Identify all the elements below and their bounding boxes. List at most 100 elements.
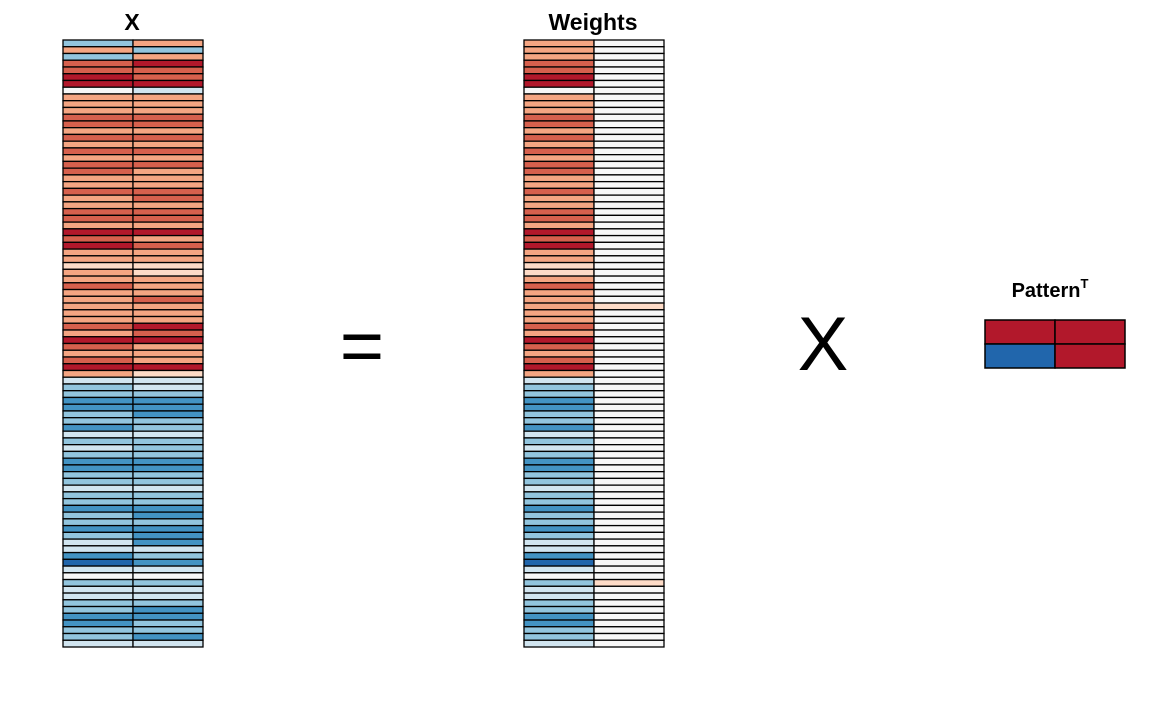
weights-matrix-cell	[523, 578, 595, 587]
x-matrix-cell	[132, 140, 204, 149]
x-matrix-cell	[132, 349, 204, 358]
weights-matrix-cell	[523, 417, 595, 426]
weights-matrix-cell	[593, 639, 665, 648]
weights-matrix-cell	[593, 234, 665, 243]
weights-matrix-cell	[523, 437, 595, 446]
x-matrix-cell	[62, 241, 134, 250]
weights-matrix-cell	[523, 140, 595, 149]
x-matrix-cell	[62, 551, 134, 560]
weights-matrix-cell	[523, 639, 595, 648]
weights-matrix-cell	[593, 295, 665, 304]
x-matrix-cell	[132, 369, 204, 378]
weights-matrix-cell	[593, 113, 665, 122]
x-matrix-heatmap	[62, 39, 204, 648]
x-matrix-cell	[132, 578, 204, 587]
x-matrix-cell	[132, 79, 204, 88]
weights-matrix-cell	[593, 484, 665, 493]
weights-matrix-cell	[593, 612, 665, 621]
x-matrix-cell	[62, 511, 134, 520]
weights-matrix-cell	[523, 86, 595, 95]
x-matrix-cell	[132, 221, 204, 230]
weights-matrix-cell	[593, 565, 665, 574]
x-matrix-cell	[62, 383, 134, 392]
weights-matrix-cell	[593, 288, 665, 297]
x-matrix-cell	[62, 572, 134, 581]
weights-matrix-cell	[593, 592, 665, 601]
weights-matrix-cell	[523, 120, 595, 129]
x-matrix-cell	[132, 295, 204, 304]
x-matrix-cell	[62, 484, 134, 493]
weights-matrix-cell	[593, 450, 665, 459]
weights-matrix-title: Weights	[548, 9, 637, 35]
weights-matrix-cell	[523, 572, 595, 581]
times-operator: X	[798, 302, 849, 387]
x-matrix-cell	[132, 100, 204, 109]
x-matrix-cell	[62, 356, 134, 365]
x-matrix-cell	[132, 59, 204, 68]
weights-matrix-cell	[523, 309, 595, 318]
weights-matrix-cell	[523, 396, 595, 405]
x-matrix-cell	[132, 477, 204, 486]
x-matrix-cell	[62, 585, 134, 594]
weights-matrix-cell	[593, 511, 665, 520]
x-matrix-cell	[132, 268, 204, 277]
weights-matrix-cell	[593, 322, 665, 331]
x-matrix-cell	[62, 403, 134, 412]
weights-matrix-cell	[593, 437, 665, 446]
x-matrix-cell	[62, 430, 134, 439]
weights-matrix-cell	[523, 592, 595, 601]
x-matrix-cell	[62, 612, 134, 621]
weights-matrix-cell	[593, 531, 665, 540]
x-matrix-cell	[62, 52, 134, 61]
pattern-matrix-cell	[984, 343, 1056, 369]
x-matrix-cell	[132, 417, 204, 426]
x-matrix-cell	[62, 545, 134, 554]
x-matrix-cell	[132, 605, 204, 614]
weights-matrix-cell	[523, 234, 595, 243]
weights-matrix-cell	[593, 336, 665, 345]
weights-matrix-cell	[593, 363, 665, 372]
x-matrix-cell	[132, 288, 204, 297]
x-matrix-cell	[132, 356, 204, 365]
weights-matrix-cell	[593, 572, 665, 581]
x-matrix-cell	[62, 288, 134, 297]
x-matrix-cell	[62, 315, 134, 324]
weights-matrix-cell	[523, 356, 595, 365]
weights-matrix-cell	[523, 423, 595, 432]
weights-matrix-cell	[593, 396, 665, 405]
weights-matrix-cell	[523, 228, 595, 237]
x-matrix-cell	[132, 46, 204, 55]
pattern-matrix-cell	[984, 319, 1056, 345]
x-matrix-cell	[132, 518, 204, 527]
weights-matrix-cell	[523, 484, 595, 493]
weights-matrix-cell	[523, 599, 595, 608]
x-matrix-title: X	[124, 9, 140, 35]
x-matrix-cell	[132, 572, 204, 581]
weights-matrix-cell	[593, 133, 665, 142]
x-matrix-cell	[132, 336, 204, 345]
pattern-matrix-cell	[1054, 343, 1126, 369]
x-matrix-cell	[62, 437, 134, 446]
weights-matrix-cell	[523, 497, 595, 507]
weights-matrix-cell	[593, 309, 665, 318]
x-matrix-cell	[62, 221, 134, 230]
x-matrix-cell	[62, 228, 134, 237]
weights-matrix-cell	[523, 167, 595, 176]
pattern-matrix-title: PatternT	[1012, 276, 1089, 302]
weights-matrix-cell	[523, 180, 595, 190]
x-matrix-cell	[132, 248, 204, 257]
x-matrix-cell	[62, 167, 134, 176]
weights-matrix-cell	[523, 551, 595, 560]
x-matrix-cell	[132, 52, 204, 61]
weights-matrix-cell	[523, 531, 595, 540]
weights-matrix-cell	[523, 430, 595, 439]
weights-matrix-cell	[593, 524, 665, 533]
weights-matrix-cell	[523, 275, 595, 284]
weights-matrix-cell	[523, 457, 595, 466]
weights-matrix-cell	[593, 329, 665, 338]
weights-matrix-cell	[523, 342, 595, 351]
weights-matrix-cell	[593, 160, 665, 169]
weights-matrix-cell	[593, 275, 665, 284]
x-matrix-cell	[132, 545, 204, 554]
weights-matrix-cell	[523, 363, 595, 372]
